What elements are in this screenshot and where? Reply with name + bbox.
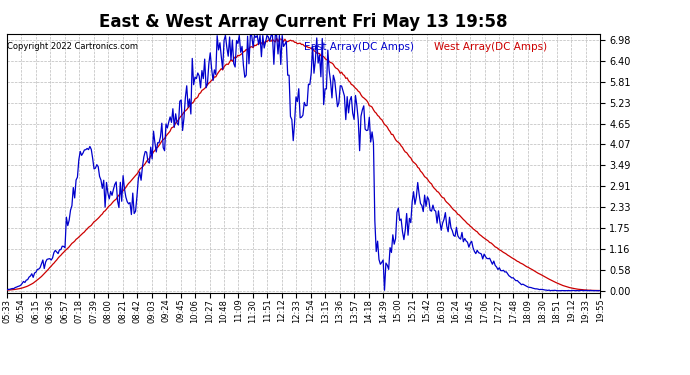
- Text: East Array(DC Amps): East Array(DC Amps): [304, 42, 413, 51]
- Title: East & West Array Current Fri May 13 19:58: East & West Array Current Fri May 13 19:…: [99, 13, 508, 31]
- Text: Copyright 2022 Cartronics.com: Copyright 2022 Cartronics.com: [8, 42, 139, 51]
- Text: West Array(DC Amps): West Array(DC Amps): [434, 42, 547, 51]
